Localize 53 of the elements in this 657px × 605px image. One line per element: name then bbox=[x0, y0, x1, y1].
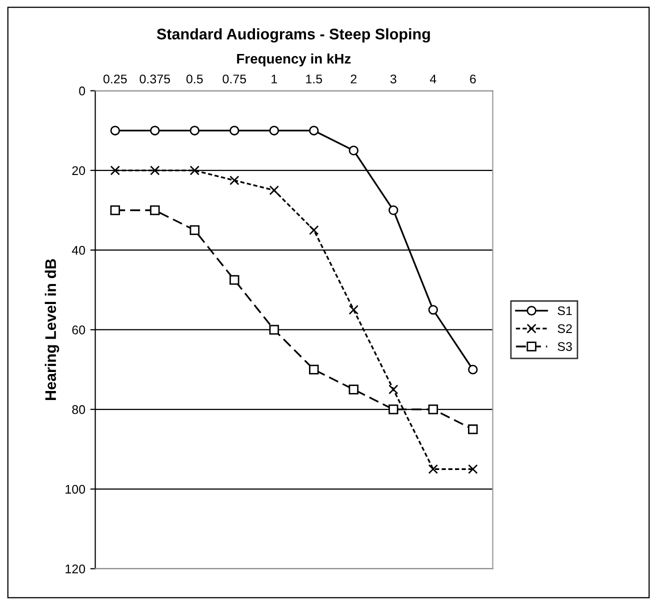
x-tick-label: 6 bbox=[470, 74, 476, 84]
point bbox=[309, 364, 319, 374]
point bbox=[388, 384, 398, 394]
point bbox=[348, 384, 358, 394]
x-tick-label: 0.5 bbox=[186, 74, 203, 84]
point bbox=[150, 205, 160, 216]
point bbox=[348, 146, 358, 156]
y-tick-label: 40 bbox=[72, 246, 86, 255]
x-tick-label: 3 bbox=[390, 74, 396, 84]
y-tick-label: 100 bbox=[66, 484, 86, 494]
point bbox=[428, 404, 438, 414]
legend-label: S3 bbox=[558, 342, 572, 351]
point bbox=[230, 176, 240, 186]
point bbox=[110, 126, 120, 136]
point bbox=[150, 166, 160, 176]
point bbox=[190, 166, 200, 176]
point bbox=[309, 126, 319, 136]
point bbox=[190, 126, 200, 136]
point bbox=[468, 364, 478, 374]
x-tick-label: 1 bbox=[272, 74, 277, 84]
point bbox=[269, 185, 279, 196]
point bbox=[110, 205, 120, 216]
y-tick-label: 60 bbox=[72, 326, 86, 334]
point bbox=[388, 205, 398, 216]
point bbox=[348, 304, 358, 315]
x-tick-label: 0.75 bbox=[222, 74, 246, 84]
point bbox=[428, 464, 438, 474]
x-tick-label: 1.5 bbox=[306, 74, 322, 84]
y-tick-label: 0 bbox=[79, 86, 86, 96]
y-tick-label: 120 bbox=[66, 564, 86, 574]
x-tick-label: 0.375 bbox=[140, 74, 170, 84]
point bbox=[190, 225, 200, 236]
point bbox=[230, 126, 240, 136]
point bbox=[428, 304, 438, 315]
point bbox=[269, 126, 279, 136]
y-tick-label: 80 bbox=[72, 405, 86, 414]
point bbox=[468, 464, 478, 474]
point bbox=[110, 166, 120, 176]
y-axis-title: Hearing Level in dB bbox=[44, 259, 60, 400]
point bbox=[150, 126, 160, 136]
point bbox=[468, 424, 478, 434]
point bbox=[309, 225, 319, 236]
x-tick-label: 0.25 bbox=[103, 74, 127, 84]
point bbox=[388, 404, 398, 414]
legend-label: S1 bbox=[558, 306, 572, 316]
point bbox=[269, 324, 279, 335]
x-tick-label: 4 bbox=[430, 74, 436, 84]
y-tick-label: 20 bbox=[72, 166, 86, 176]
x-axis-title: Frequency in kHz bbox=[237, 53, 351, 66]
point bbox=[230, 275, 240, 285]
chart-title: Standard Audiograms - Steep Sloping bbox=[156, 28, 430, 43]
legend-label: S2 bbox=[558, 324, 572, 334]
x-tick-label: 2 bbox=[350, 74, 356, 84]
